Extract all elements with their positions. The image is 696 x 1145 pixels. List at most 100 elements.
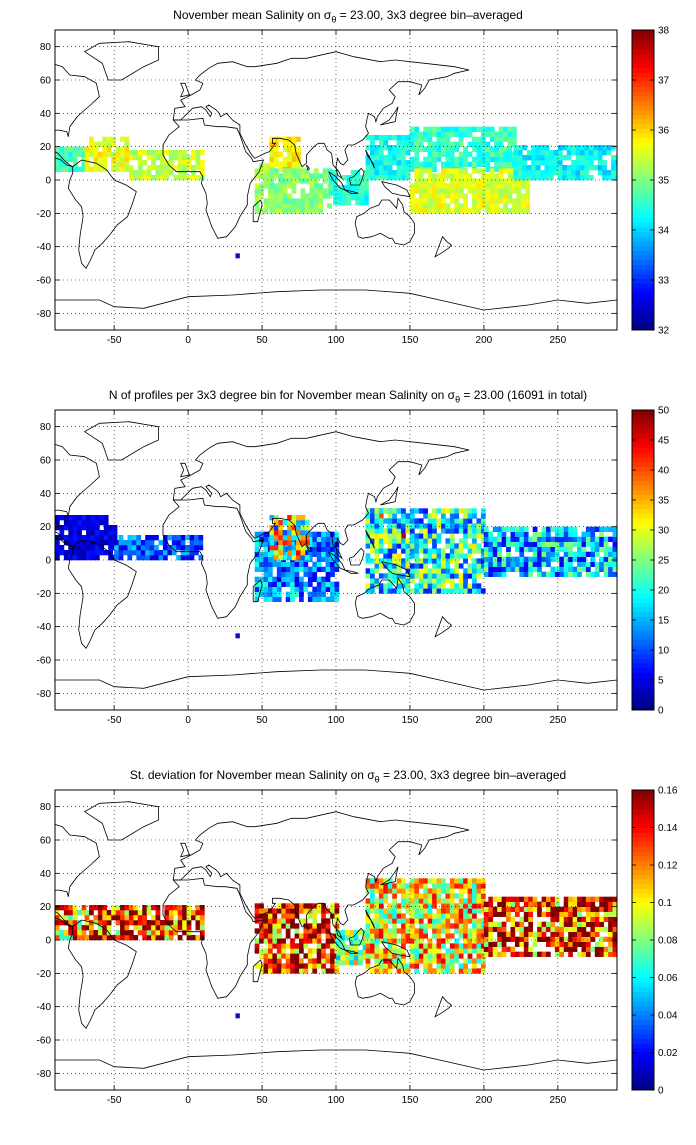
data-bin — [273, 515, 279, 521]
data-bin — [480, 958, 486, 964]
data-bin — [506, 556, 511, 562]
data-bin — [472, 183, 477, 189]
colorbar-swatch — [632, 245, 654, 251]
data-bin — [514, 896, 520, 902]
data-bin — [449, 141, 455, 147]
data-bin — [287, 550, 292, 556]
data-bin — [296, 168, 301, 174]
data-bin — [89, 910, 94, 916]
data-bin — [155, 170, 161, 176]
data-bin — [593, 150, 599, 156]
data-bin — [517, 165, 523, 171]
data-bin — [516, 178, 522, 184]
data-bin — [173, 175, 179, 181]
colorbar-swatch — [632, 1033, 654, 1039]
data-bin — [472, 588, 477, 594]
salinity-map-chart: -50 0 50 100 150 200 250806040200-20-40-60-803… — [37, 26, 670, 347]
data-bin — [272, 953, 278, 959]
data-bin — [454, 156, 460, 162]
data-bin — [458, 523, 464, 529]
data-bin — [108, 525, 113, 531]
data-bin — [580, 155, 585, 161]
data-bin — [263, 923, 269, 929]
data-bin — [445, 963, 451, 969]
data-bin — [336, 930, 341, 936]
data-bin — [102, 915, 108, 921]
data-bin — [269, 198, 275, 204]
colorbar-swatch — [632, 48, 654, 54]
data-bin — [483, 931, 489, 937]
data-bin — [418, 543, 424, 549]
data-bin — [309, 178, 315, 184]
data-bin — [133, 155, 139, 161]
data-bin — [387, 533, 393, 539]
data-bin — [72, 515, 78, 521]
data-bin — [427, 208, 433, 214]
data-bin — [334, 903, 340, 909]
data-bin — [374, 155, 380, 161]
data-bin — [445, 173, 451, 179]
data-bin — [300, 550, 306, 556]
data-bin — [423, 168, 428, 174]
data-bin — [480, 146, 486, 152]
data-bin — [291, 203, 297, 209]
data-bin — [374, 523, 380, 529]
data-bin — [392, 908, 397, 914]
data-bin — [506, 546, 511, 552]
data-bin — [603, 541, 609, 547]
data-bin — [445, 193, 451, 199]
data-bin — [99, 535, 105, 541]
data-bin — [359, 190, 365, 196]
colorbar-swatch — [632, 165, 654, 172]
data-bin — [436, 888, 442, 894]
colorbar-swatch — [632, 1085, 654, 1091]
data-bin — [81, 935, 87, 941]
data-bin — [164, 150, 170, 156]
data-bin — [506, 536, 511, 542]
data-bin — [480, 553, 486, 559]
colorbar-swatch — [632, 273, 654, 279]
data-bin — [259, 591, 264, 597]
data-bin — [285, 963, 291, 969]
data-bin — [423, 878, 428, 884]
data-bin — [405, 583, 411, 589]
data-bin — [300, 515, 306, 521]
data-bin — [414, 888, 420, 894]
data-bin — [427, 948, 433, 954]
data-bin — [608, 931, 613, 937]
colorbar-swatch — [632, 438, 654, 444]
data-bin — [168, 155, 174, 161]
data-bin — [510, 936, 516, 942]
data-bin — [72, 925, 78, 931]
data-bin — [118, 545, 124, 551]
data-bin — [423, 193, 428, 199]
data-bin — [330, 933, 335, 939]
data-bin — [133, 910, 139, 916]
data-bin — [405, 160, 411, 166]
data-bin — [396, 913, 402, 919]
data-bin — [276, 933, 282, 939]
data-bin — [467, 883, 473, 889]
data-bin — [501, 936, 507, 942]
data-bin — [445, 888, 451, 894]
coastline — [380, 486, 399, 506]
data-bin — [124, 146, 130, 152]
data-bin — [330, 531, 335, 537]
data-bin — [563, 551, 569, 557]
data-bin — [387, 888, 393, 894]
data-bin — [378, 948, 384, 954]
data-bin — [396, 175, 402, 181]
data-bin — [414, 131, 420, 137]
data-bin — [550, 926, 556, 932]
colorbar-swatch — [632, 813, 654, 819]
data-bin — [445, 563, 451, 569]
data-bin — [290, 541, 295, 547]
data-bin — [111, 141, 116, 147]
colorbar-swatch — [632, 865, 654, 871]
data-bin — [414, 943, 420, 949]
data-bin — [414, 178, 420, 184]
data-bin — [370, 893, 375, 899]
data-bin — [383, 963, 389, 969]
data-bin — [346, 185, 352, 191]
data-bin — [392, 145, 397, 151]
